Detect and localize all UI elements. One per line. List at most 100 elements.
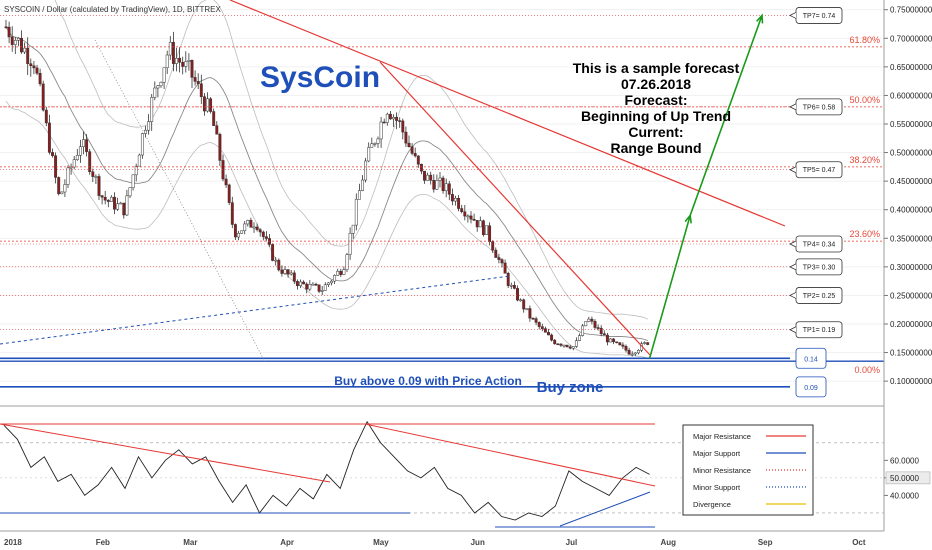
candle-body bbox=[178, 57, 182, 63]
candle-body bbox=[323, 284, 327, 291]
candle-body bbox=[419, 163, 423, 172]
candle-body bbox=[51, 152, 54, 156]
candle-body bbox=[44, 109, 48, 124]
candle-body bbox=[106, 199, 110, 202]
candle-body bbox=[559, 343, 563, 346]
oscillator-line bbox=[3, 420, 650, 521]
candle-body bbox=[23, 47, 27, 53]
candle-body bbox=[354, 199, 358, 226]
price-tick-label: 0.40000000 bbox=[890, 206, 932, 215]
oscillator-value-label: 50.0000 bbox=[890, 474, 919, 483]
price-tick-label: 0.10000000 bbox=[890, 377, 932, 386]
candle-body bbox=[326, 282, 330, 285]
price-levels: 61.80% 50.00% 38.20% 23.60% 0.00% TP7= 0.74 TP… bbox=[0, 7, 884, 398]
target-bubble-pointer bbox=[789, 166, 797, 174]
candle-body bbox=[289, 272, 293, 275]
candle-body bbox=[181, 62, 185, 67]
candle-body bbox=[94, 176, 98, 178]
target-label: TP5= 0.47 bbox=[803, 167, 836, 174]
forecast-line-4: Beginning of Up Trend bbox=[581, 108, 731, 124]
buy-zone-label: Buy zone bbox=[537, 379, 604, 396]
candle-body bbox=[345, 254, 349, 270]
forecast-arrowhead bbox=[684, 213, 692, 224]
candle-body bbox=[85, 139, 89, 152]
time-tick-label: Feb bbox=[96, 538, 110, 547]
price-tick-label: 0.75000000 bbox=[890, 6, 932, 15]
candle-body bbox=[305, 283, 309, 290]
candle-body bbox=[500, 259, 504, 264]
candle-body bbox=[429, 174, 433, 181]
candle-body bbox=[581, 325, 585, 336]
candle-body bbox=[460, 208, 464, 212]
candle-body bbox=[190, 60, 194, 78]
candle-body bbox=[125, 195, 129, 216]
buy-zone-bubble bbox=[795, 376, 827, 398]
legend-box bbox=[682, 424, 814, 516]
candle-body bbox=[392, 117, 395, 120]
candle-body bbox=[147, 121, 151, 131]
candle-body bbox=[103, 196, 107, 201]
moving-averages bbox=[5, 0, 648, 359]
candle-body bbox=[401, 120, 405, 133]
candle-body bbox=[286, 269, 290, 275]
candle-body bbox=[361, 179, 364, 191]
candle-body bbox=[227, 184, 231, 203]
target-bubble-pointer bbox=[789, 240, 797, 248]
buy-zone-bubble-label: 0.14 bbox=[804, 356, 818, 363]
candle-body bbox=[578, 335, 581, 341]
minor-channel-line bbox=[94, 39, 266, 363]
target-bubble-pointer bbox=[789, 12, 797, 19]
candle-body bbox=[478, 220, 482, 228]
candle-body bbox=[292, 272, 296, 282]
candle-body bbox=[370, 143, 374, 148]
candle-body bbox=[10, 36, 14, 45]
candle-body bbox=[348, 233, 352, 255]
time-tick-label: Jul bbox=[566, 538, 578, 547]
candle-body bbox=[38, 72, 42, 85]
candle-body bbox=[271, 244, 275, 261]
candle-body bbox=[497, 257, 501, 260]
candle-body bbox=[364, 160, 368, 181]
candle-body bbox=[602, 333, 606, 336]
candle-body bbox=[41, 83, 45, 111]
oscillator-resistance-line bbox=[364, 423, 656, 487]
price-tick-label: 0.45000000 bbox=[890, 177, 932, 186]
chart-title: SysCoin bbox=[260, 61, 380, 94]
candle-body bbox=[311, 283, 315, 286]
time-tick-label: 2018 bbox=[4, 538, 22, 547]
candle-body bbox=[66, 167, 70, 185]
fib-level-label: 50.00% bbox=[849, 95, 880, 105]
candle-body bbox=[159, 81, 163, 87]
time-tick-label: Aug bbox=[661, 538, 677, 547]
candle-body bbox=[26, 47, 30, 64]
candle-body bbox=[32, 65, 36, 69]
candle-body bbox=[450, 194, 454, 202]
oscillator-value-badge bbox=[885, 471, 931, 485]
price-tick-label: 0.15000000 bbox=[890, 349, 932, 358]
forecast-note: This is a sample forecast 07.26.2018 For… bbox=[573, 60, 740, 156]
candle-body bbox=[621, 344, 625, 347]
candle-body bbox=[571, 346, 575, 349]
legend-item-label: Minor Resistance bbox=[693, 466, 751, 475]
candle-body bbox=[447, 183, 451, 195]
candle-body bbox=[82, 139, 85, 147]
candle-body bbox=[16, 37, 20, 41]
candle-body bbox=[528, 308, 532, 319]
candle-body bbox=[128, 187, 132, 197]
major-resistance-line bbox=[229, 0, 786, 227]
candle-body bbox=[131, 174, 135, 188]
candle-body bbox=[410, 146, 414, 154]
candle-body bbox=[330, 280, 333, 284]
candle-body bbox=[339, 270, 343, 275]
price-tick-label: 0.25000000 bbox=[890, 291, 932, 300]
candle-body bbox=[612, 338, 616, 343]
candle-body bbox=[388, 113, 392, 120]
candle-body bbox=[357, 190, 361, 200]
candle-body bbox=[423, 170, 426, 181]
candle-body bbox=[466, 215, 470, 218]
candle-body bbox=[60, 191, 64, 195]
candle-body bbox=[13, 40, 17, 45]
candle-body bbox=[4, 26, 8, 29]
candle-body bbox=[574, 340, 578, 347]
candle-body bbox=[308, 284, 312, 290]
